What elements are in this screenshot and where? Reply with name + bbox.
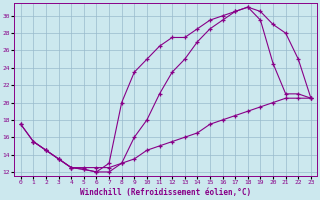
- X-axis label: Windchill (Refroidissement éolien,°C): Windchill (Refroidissement éolien,°C): [80, 188, 252, 197]
